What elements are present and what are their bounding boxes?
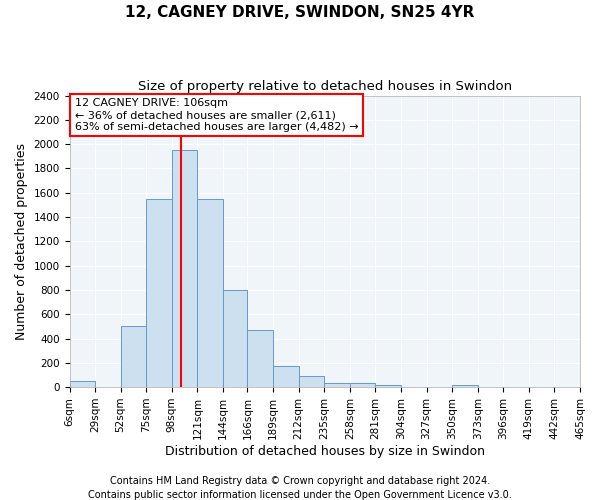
Title: Size of property relative to detached houses in Swindon: Size of property relative to detached ho… [138, 80, 512, 93]
Bar [350, 384, 376, 387]
Bar [70, 381, 95, 387]
Text: Contains HM Land Registry data © Crown copyright and database right 2024.
Contai: Contains HM Land Registry data © Crown c… [88, 476, 512, 500]
Bar [273, 366, 299, 387]
Text: 12 CAGNEY DRIVE: 106sqm
← 36% of detached houses are smaller (2,611)
63% of semi: 12 CAGNEY DRIVE: 106sqm ← 36% of detache… [74, 98, 358, 132]
X-axis label: Distribution of detached houses by size in Swindon: Distribution of detached houses by size … [165, 444, 485, 458]
Bar [172, 150, 197, 387]
Text: 12, CAGNEY DRIVE, SWINDON, SN25 4YR: 12, CAGNEY DRIVE, SWINDON, SN25 4YR [125, 5, 475, 20]
Bar [223, 290, 247, 387]
Bar [121, 326, 146, 387]
Bar [197, 199, 223, 387]
Y-axis label: Number of detached properties: Number of detached properties [15, 143, 28, 340]
Bar [324, 384, 350, 387]
Bar [299, 376, 324, 387]
Bar [452, 386, 478, 387]
Bar [247, 330, 273, 387]
Bar [376, 386, 401, 387]
Bar [146, 199, 172, 387]
